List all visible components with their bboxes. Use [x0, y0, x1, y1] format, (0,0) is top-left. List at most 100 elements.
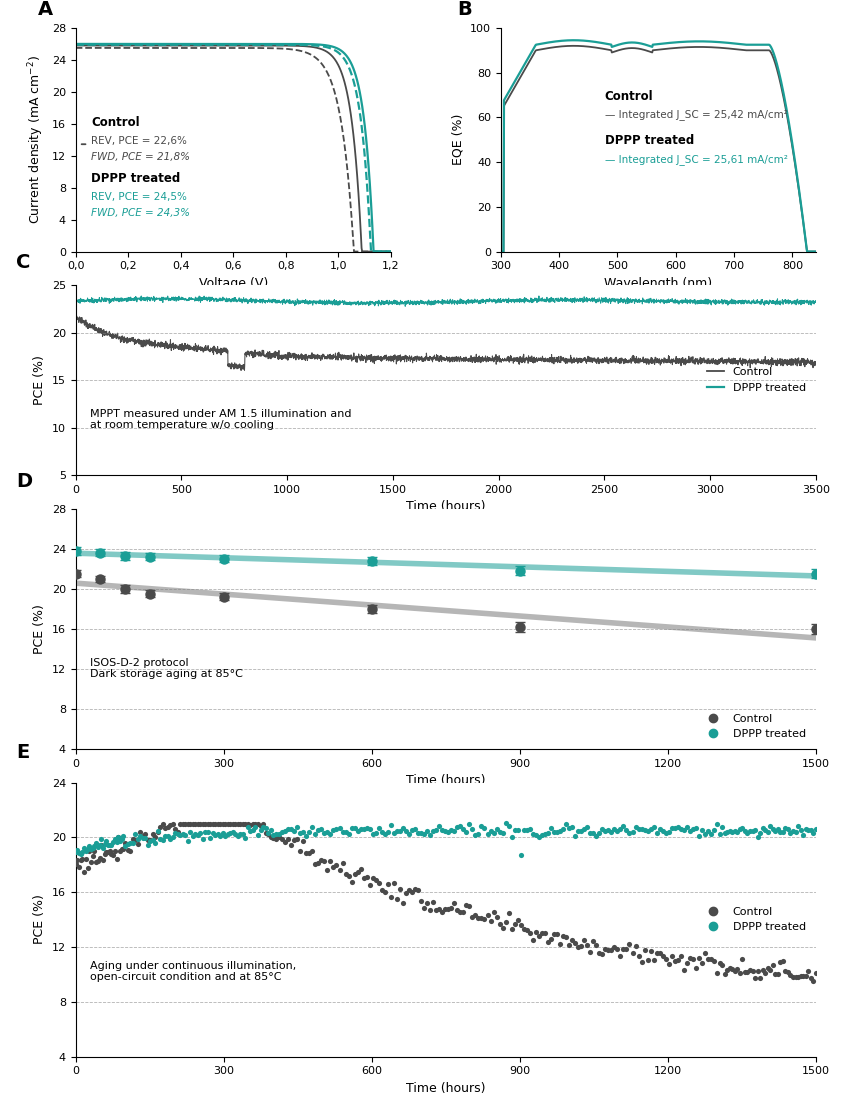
Point — [275, 823, 288, 841]
Point — [196, 815, 209, 833]
Point — [411, 824, 425, 842]
Point — [620, 822, 633, 840]
Point — [108, 842, 122, 860]
Point — [103, 836, 116, 854]
Legend: Control, DPPP treated: Control, DPPP treated — [697, 902, 810, 937]
Point — [733, 819, 747, 837]
Point — [457, 903, 470, 921]
Point — [447, 823, 461, 841]
Point — [339, 824, 352, 842]
Point — [345, 873, 358, 891]
Point — [593, 944, 606, 961]
Point — [544, 819, 558, 837]
Point — [517, 821, 531, 838]
Point — [299, 826, 313, 844]
Point — [211, 825, 225, 843]
Point — [161, 827, 174, 845]
Point — [632, 821, 645, 838]
Point — [453, 902, 467, 920]
Point — [771, 965, 785, 983]
Point — [181, 832, 194, 850]
Point — [574, 937, 588, 955]
Point — [796, 967, 810, 985]
Point — [315, 821, 328, 838]
Point — [333, 819, 346, 837]
Point — [436, 903, 449, 921]
Point — [282, 830, 295, 847]
Point — [692, 949, 706, 967]
Point — [294, 824, 307, 842]
Point — [166, 828, 179, 846]
Point — [131, 835, 145, 853]
Point — [330, 855, 343, 873]
Point — [91, 852, 104, 870]
Point — [341, 825, 355, 843]
Point — [616, 817, 630, 835]
Point — [375, 823, 389, 841]
Point — [93, 836, 106, 854]
Point — [141, 836, 155, 854]
Point — [264, 827, 278, 845]
Point — [327, 859, 341, 877]
Point — [366, 870, 379, 888]
Point — [98, 845, 111, 863]
Point — [126, 834, 140, 852]
Point — [99, 832, 113, 850]
Point — [173, 826, 187, 844]
Point — [436, 821, 449, 838]
Point — [511, 821, 525, 838]
Point — [683, 822, 696, 840]
Point — [671, 818, 685, 836]
Point — [595, 945, 609, 963]
Point — [641, 950, 654, 968]
Point — [620, 939, 633, 957]
Point — [366, 825, 379, 843]
Point — [736, 950, 749, 968]
Point — [267, 830, 280, 847]
Text: E: E — [17, 743, 29, 762]
Point — [535, 923, 548, 941]
Point — [690, 959, 703, 977]
Point — [166, 815, 179, 833]
Point — [262, 824, 275, 842]
Point — [794, 967, 807, 985]
Point — [451, 818, 464, 836]
Point — [460, 897, 473, 915]
Point — [99, 843, 113, 861]
Point — [163, 830, 177, 847]
X-axis label: Time (hours): Time (hours) — [406, 501, 485, 513]
Point — [249, 818, 262, 836]
Point — [489, 821, 503, 838]
Point — [542, 824, 555, 842]
Point — [178, 815, 192, 833]
Point — [505, 920, 518, 938]
Point — [718, 966, 732, 984]
Point — [259, 818, 272, 836]
Point — [305, 818, 319, 836]
Point — [288, 822, 301, 840]
Point — [121, 841, 135, 859]
Point — [176, 825, 189, 843]
Point — [713, 954, 727, 972]
Point — [466, 819, 479, 837]
Point — [442, 900, 455, 918]
Point — [151, 822, 164, 840]
Point — [161, 818, 174, 836]
Point — [721, 960, 734, 978]
Point — [586, 932, 600, 950]
Point — [442, 823, 455, 841]
Point — [736, 819, 749, 837]
Point — [535, 826, 548, 844]
Point — [426, 822, 440, 840]
Point — [716, 956, 729, 974]
Point — [605, 941, 618, 959]
Point — [201, 815, 214, 833]
Text: REV, PCE = 22,6%: REV, PCE = 22,6% — [92, 136, 188, 146]
Point — [731, 823, 744, 841]
Point — [789, 823, 802, 841]
Point — [683, 949, 696, 967]
Point — [451, 901, 464, 919]
Point — [318, 852, 331, 870]
Point — [608, 938, 621, 956]
Point — [578, 819, 591, 837]
